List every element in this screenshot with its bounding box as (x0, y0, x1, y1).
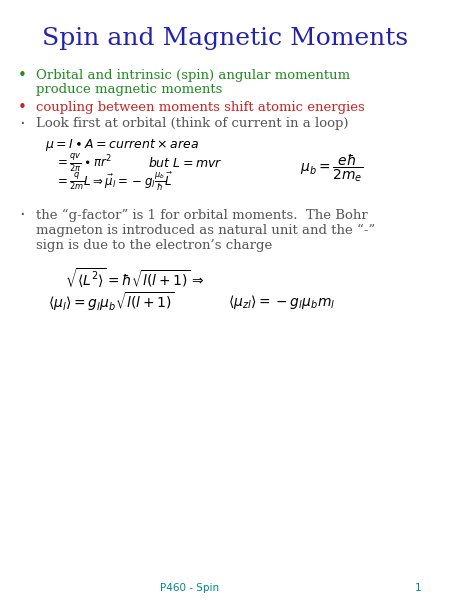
Text: Orbital and intrinsic (spin) angular momentum: Orbital and intrinsic (spin) angular mom… (36, 68, 350, 82)
Text: Look first at orbital (think of current in a loop): Look first at orbital (think of current … (36, 118, 348, 130)
Text: Spin and Magnetic Moments: Spin and Magnetic Moments (42, 26, 408, 49)
Text: $\langle \mu_{zl} \rangle = -g_l \mu_b m_l$: $\langle \mu_{zl} \rangle = -g_l \mu_b m… (228, 293, 335, 311)
Text: $= \frac{q}{2m} L \Rightarrow \vec{\mu}_l = -g_l \frac{\mu_b}{\hbar} \vec{L}$: $= \frac{q}{2m} L \Rightarrow \vec{\mu}_… (55, 171, 174, 193)
Text: P460 - Spin: P460 - Spin (160, 583, 219, 593)
Text: coupling between moments shift atomic energies: coupling between moments shift atomic en… (36, 101, 365, 115)
Text: $but\ L=mvr$: $but\ L=mvr$ (148, 156, 222, 170)
Text: ·: · (19, 115, 25, 133)
Text: $= \frac{qv}{2\pi}\bullet \pi r^2$: $= \frac{qv}{2\pi}\bullet \pi r^2$ (55, 152, 112, 173)
Text: produce magnetic moments: produce magnetic moments (36, 83, 222, 97)
Text: magneton is introduced as natural unit and the “-”: magneton is introduced as natural unit a… (36, 223, 375, 236)
Text: the “g-factor” is 1 for orbital moments.  The Bohr: the “g-factor” is 1 for orbital moments.… (36, 208, 368, 221)
Text: ·: · (19, 206, 25, 224)
Text: 1: 1 (415, 583, 422, 593)
Text: $\langle \mu_l \rangle = g_l \mu_b \sqrt{l(l+1)}$: $\langle \mu_l \rangle = g_l \mu_b \sqrt… (48, 290, 174, 313)
Text: •: • (18, 100, 27, 115)
Text: $\mu_b = \dfrac{e\hbar}{2m_e}$: $\mu_b = \dfrac{e\hbar}{2m_e}$ (300, 152, 363, 184)
Text: $\sqrt{\langle L^2 \rangle} = \hbar\sqrt{l(l+1)} \Rightarrow$: $\sqrt{\langle L^2 \rangle} = \hbar\sqrt… (65, 266, 204, 290)
Text: •: • (18, 67, 27, 82)
Text: sign is due to the electron’s charge: sign is due to the electron’s charge (36, 238, 272, 251)
Text: $\mu = I\bullet A = current\times area$: $\mu = I\bullet A = current\times area$ (45, 137, 199, 153)
